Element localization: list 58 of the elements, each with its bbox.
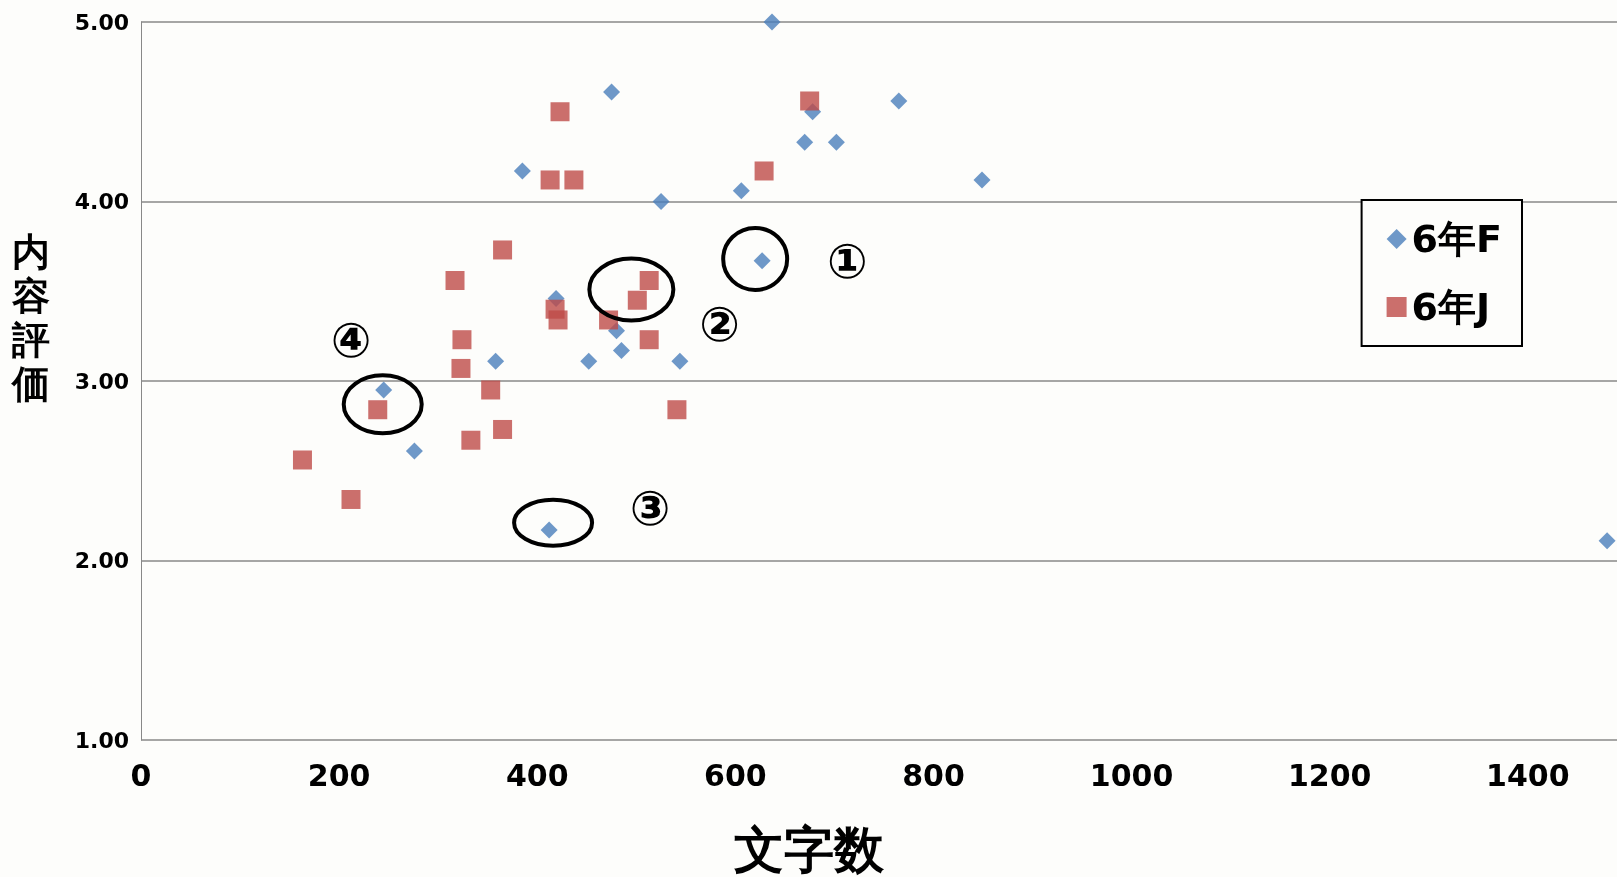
point <box>493 240 513 260</box>
point <box>890 92 908 110</box>
point <box>550 102 570 122</box>
point <box>493 419 513 439</box>
point <box>763 13 781 31</box>
y-axis-title: 内容評価 <box>10 230 50 406</box>
point <box>732 182 750 200</box>
x-tick-label: 1200 <box>1287 757 1372 793</box>
point <box>292 450 312 470</box>
point <box>341 489 361 509</box>
point <box>671 352 689 370</box>
point <box>461 430 481 450</box>
x-tick-label: 200 <box>307 757 371 793</box>
point <box>368 400 388 420</box>
point <box>827 133 845 151</box>
legend-label: 6年F <box>1411 217 1503 261</box>
point <box>612 341 630 359</box>
point <box>481 380 501 400</box>
y-tick-label: 4.00 <box>74 189 129 214</box>
point <box>603 83 621 101</box>
point <box>405 442 423 460</box>
point <box>1598 532 1616 550</box>
point <box>754 161 774 181</box>
point <box>487 352 505 370</box>
y-tick-label: 5.00 <box>74 9 129 35</box>
point <box>796 133 814 151</box>
y-tick-label: 2.00 <box>74 548 129 573</box>
point <box>548 310 568 330</box>
annotation: ② <box>699 295 740 352</box>
point <box>375 381 393 399</box>
annotation: ③ <box>629 480 671 537</box>
point <box>540 521 558 539</box>
x-tick-label: 400 <box>505 757 569 793</box>
point <box>540 170 560 190</box>
point <box>513 162 531 180</box>
y-tick-label: 1.00 <box>74 727 129 753</box>
point <box>800 91 820 111</box>
x-tick-label: 0 <box>130 757 152 793</box>
x-tick-label: 1000 <box>1089 757 1174 793</box>
point <box>452 330 472 350</box>
x-axis-title: 文字数 <box>733 821 885 877</box>
annotation: ① <box>826 232 868 289</box>
point <box>451 358 471 378</box>
point <box>564 170 584 190</box>
annotation: ④ <box>330 311 372 368</box>
point <box>652 193 670 210</box>
point <box>627 290 647 310</box>
y-tick-label: 3.00 <box>74 368 129 394</box>
point <box>639 330 659 350</box>
legend-label: 6年J <box>1411 285 1491 329</box>
x-tick-label: 600 <box>704 757 767 793</box>
point <box>973 171 991 189</box>
point <box>667 400 687 420</box>
x-tick-label: 800 <box>902 757 965 793</box>
point <box>580 352 598 370</box>
point <box>639 270 659 290</box>
point <box>445 270 465 290</box>
x-tick-label: 1400 <box>1486 757 1570 793</box>
